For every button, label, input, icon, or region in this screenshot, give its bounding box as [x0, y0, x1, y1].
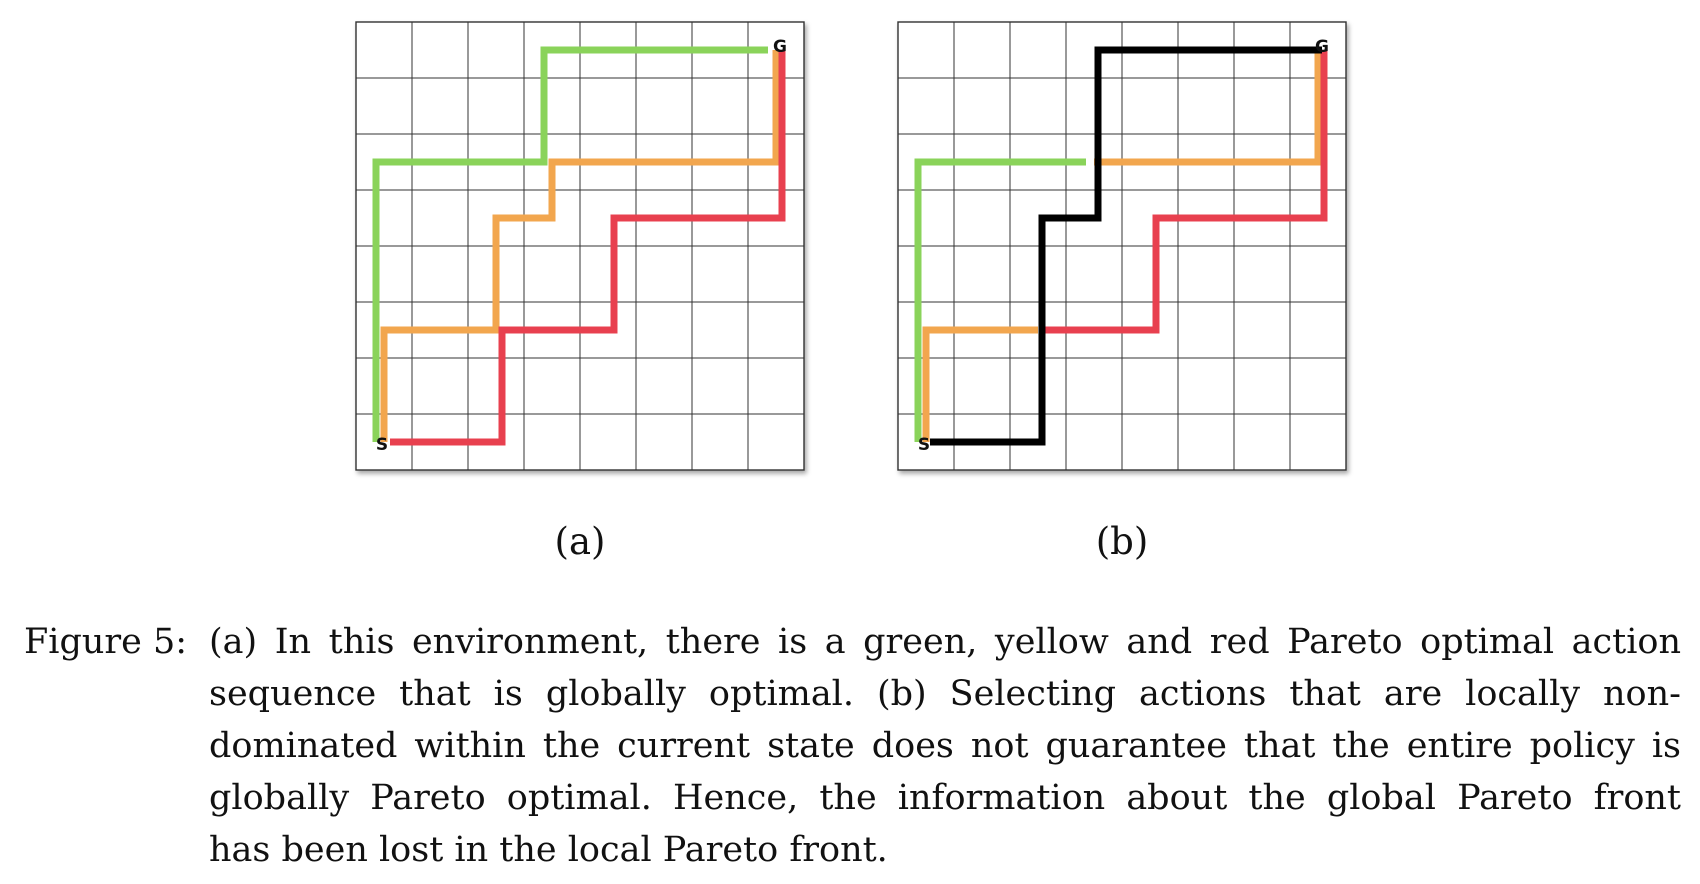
path-yellow: [1094, 50, 1322, 166]
subfigure-label-a: (a): [554, 520, 606, 563]
path-red: [390, 50, 786, 446]
caption-line-2: sequence that is globally optimal. (b) S…: [209, 674, 1681, 714]
path-green: [914, 158, 1086, 442]
goal-label: G: [1315, 37, 1329, 57]
path-black: [930, 46, 1322, 446]
caption-text: (a) In this environment, there is a gree…: [209, 616, 1681, 876]
path-yellow: [380, 50, 780, 442]
start-label: S: [376, 435, 388, 455]
start-label: S: [918, 435, 930, 455]
caption-line-3: dominated within the current state does …: [209, 726, 1681, 766]
gridworld-b: SG: [897, 21, 1347, 471]
caption-line-5: has been lost in the local Pareto front.: [209, 830, 888, 870]
gridworld-a: SG: [355, 21, 805, 471]
caption-line-1: (a) In this environment, there is a gree…: [209, 622, 1681, 662]
caption-line-4: globally Pareto optimal. Hence, the info…: [209, 778, 1681, 818]
subfigure-label-b: (b): [1095, 520, 1149, 563]
caption-label: Figure 5:: [24, 622, 188, 662]
goal-label: G: [773, 37, 787, 57]
path-green: [372, 46, 768, 442]
path-yellow: [922, 326, 1038, 442]
path-red: [1044, 50, 1328, 334]
